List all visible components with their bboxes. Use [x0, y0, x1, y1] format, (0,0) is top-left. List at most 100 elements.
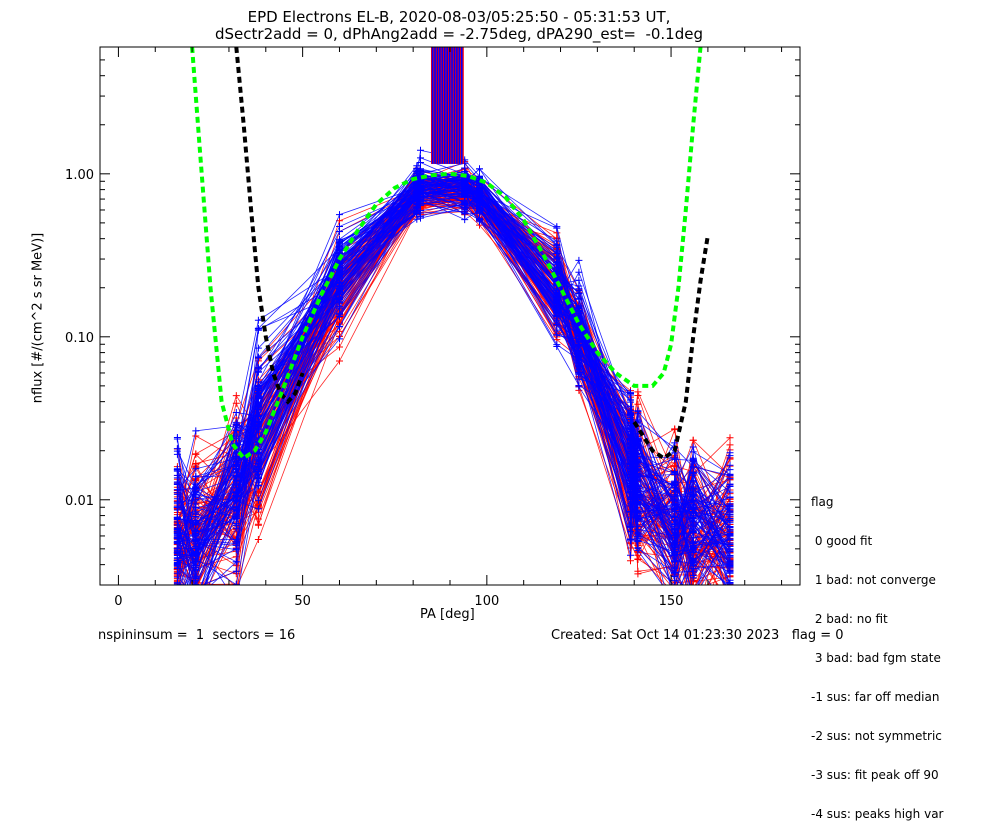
flux-point — [627, 536, 634, 543]
flux-point — [726, 532, 734, 540]
flux-point — [413, 190, 421, 198]
flux-point — [192, 564, 200, 572]
flux-point — [476, 174, 483, 182]
flux-point — [336, 323, 343, 331]
flux-point — [690, 588, 697, 595]
x-axis-label: PA [deg] — [420, 607, 475, 622]
flux-point — [553, 294, 561, 301]
flux-point — [689, 548, 697, 556]
flux-point — [627, 447, 634, 455]
flux-point — [553, 255, 561, 263]
flux-point — [627, 416, 634, 423]
x-tick-label: 0 — [114, 594, 122, 609]
flux-point — [336, 288, 343, 296]
axes: 0 50 100 150 0.01 0.10 1.00 — [65, 46, 800, 609]
flux-point — [553, 310, 561, 318]
fit-curve-black-left — [234, 47, 305, 405]
flux-point — [575, 332, 583, 339]
flux-point — [634, 508, 642, 516]
flux-point — [254, 521, 262, 529]
flux-point — [727, 594, 734, 601]
flux-point — [336, 271, 343, 279]
flux-point — [254, 468, 262, 476]
flux-point — [671, 426, 679, 434]
flux-trace — [177, 193, 690, 585]
flux-point — [174, 602, 181, 609]
flux-point — [232, 524, 240, 532]
flux-point — [417, 183, 424, 191]
flux-point — [461, 188, 469, 196]
flux-point — [461, 181, 469, 189]
flux-point — [689, 492, 697, 500]
flux-point — [727, 596, 734, 603]
flux-point — [727, 608, 734, 615]
flux-point — [575, 341, 583, 348]
flux-point — [690, 586, 697, 593]
flux-point — [690, 611, 697, 618]
flux-point — [690, 592, 697, 599]
flux-point — [233, 599, 240, 606]
flux-point — [336, 304, 343, 312]
flux-point — [634, 522, 642, 530]
flux-traces — [173, 47, 734, 618]
flux-point — [174, 602, 181, 609]
flux-point — [476, 198, 483, 206]
flux-point — [461, 216, 469, 224]
flux-point — [671, 477, 679, 485]
flux-point — [726, 512, 734, 520]
flux-point — [192, 595, 199, 602]
flux-point — [726, 523, 734, 530]
flux-trace — [177, 192, 731, 585]
flux-point — [553, 243, 561, 251]
flux-point — [192, 493, 200, 501]
flux-point — [192, 500, 200, 508]
flux-point — [690, 588, 697, 595]
flux-point — [232, 540, 240, 548]
legend-item: -1 sus: far off median — [811, 690, 940, 704]
flux-trace — [177, 175, 731, 547]
flux-point — [192, 549, 200, 557]
flux-point — [689, 456, 697, 464]
flux-point — [689, 443, 697, 451]
flux-point — [727, 589, 734, 596]
flux-point — [192, 603, 199, 610]
flux-point — [173, 467, 181, 475]
flux-point — [726, 545, 734, 553]
flux-point — [195, 584, 197, 585]
flux-point — [192, 604, 199, 611]
flux-point — [254, 392, 262, 400]
flux-point — [417, 214, 424, 222]
flux-point — [689, 565, 697, 573]
flux-point — [192, 587, 199, 594]
flux-point — [627, 403, 634, 411]
flux-point — [461, 196, 469, 204]
flux-point — [254, 478, 262, 486]
flux-point — [690, 586, 697, 593]
flux-point — [254, 449, 262, 457]
flux-point — [254, 326, 262, 334]
flux-point — [690, 590, 697, 597]
chart-svg: 0 50 100 150 0.01 0.10 1.00 — [65, 46, 801, 618]
flux-point — [575, 268, 583, 276]
flux-point — [727, 601, 734, 608]
flux-point — [726, 493, 734, 501]
flux-point — [671, 470, 679, 478]
flux-point — [476, 165, 483, 173]
flux-point — [553, 341, 561, 349]
flux-point — [174, 590, 181, 597]
flux-point — [726, 481, 734, 489]
flux-point — [634, 465, 642, 473]
flux-point — [192, 602, 199, 609]
flux-point — [476, 206, 483, 214]
flux-point — [727, 601, 734, 608]
legend-item: 1 bad: not converge — [811, 573, 936, 587]
flux-trace — [177, 189, 731, 585]
flux-point — [174, 605, 181, 612]
flux-point — [727, 586, 734, 593]
flux-point — [192, 450, 200, 458]
flux-point — [336, 312, 343, 320]
flux-point — [627, 551, 634, 559]
flux-point — [192, 596, 199, 603]
flux-point — [174, 588, 181, 595]
flux-point — [634, 416, 642, 424]
